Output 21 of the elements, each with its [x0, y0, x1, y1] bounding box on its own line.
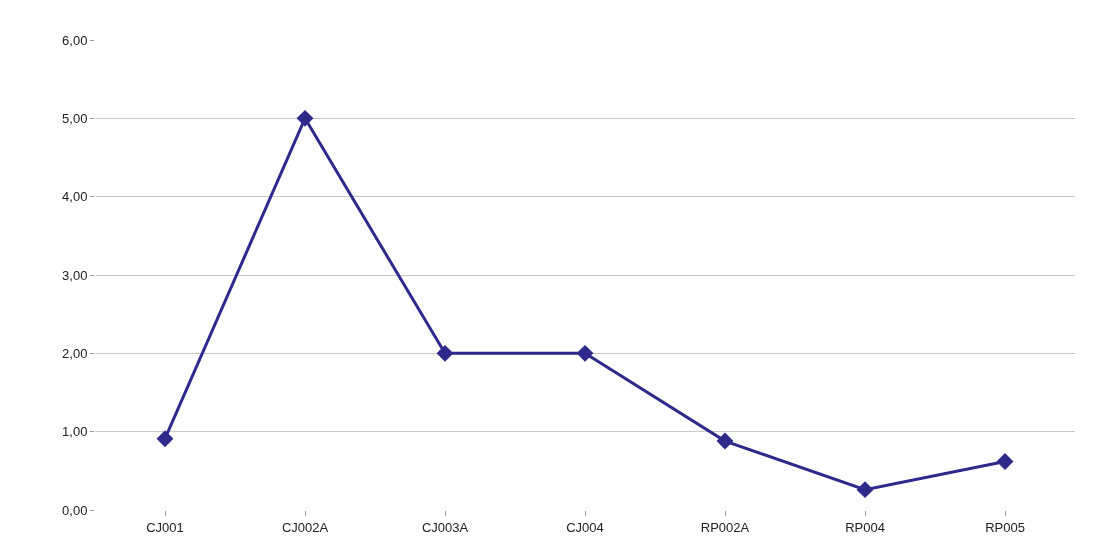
- point: [156, 430, 174, 448]
- point: [576, 344, 594, 362]
- x-tick-label: CJ003A: [421, 519, 469, 535]
- x-tick-label: RP004: [845, 519, 885, 535]
- y-tick-label: 6,00: [62, 32, 88, 48]
- point: [716, 432, 734, 450]
- point: [296, 109, 314, 127]
- x-tick-label: CJ001: [146, 519, 184, 535]
- y-tick-label: 0,00: [62, 502, 88, 518]
- y-tick-label: 1,00: [62, 424, 88, 440]
- point: [996, 452, 1014, 470]
- point: [856, 481, 874, 499]
- x-tick-label: RP002A: [700, 519, 750, 535]
- y-tick-label: 5,00: [62, 110, 88, 126]
- y-tick-label: 3,00: [62, 267, 88, 283]
- x-tick-label: RP005: [985, 519, 1025, 535]
- x-tick-label: CJ002A: [281, 519, 329, 535]
- point: [436, 344, 454, 362]
- y-tick-label: 2,00: [62, 345, 88, 361]
- x-tick-label: CJ004: [566, 519, 604, 535]
- y-tick-label: 4,00: [62, 189, 88, 205]
